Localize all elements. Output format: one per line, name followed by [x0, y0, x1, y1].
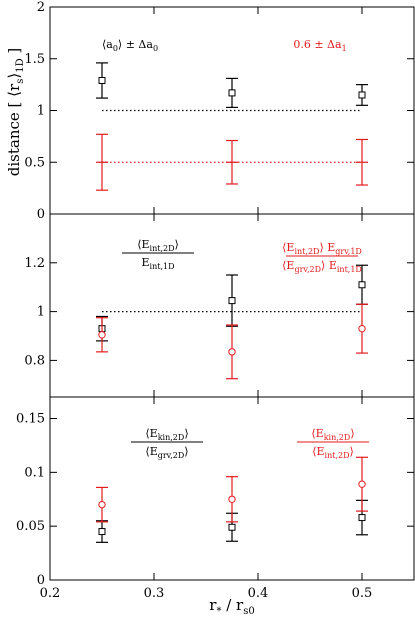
bottom-ytick-label: 0.05: [16, 519, 45, 534]
middle-annotation-black-denominator: Eint,1D: [141, 256, 174, 271]
top-point-square: [228, 89, 236, 97]
top-ytick-label: 1.5: [24, 52, 45, 67]
middle-point-circle: [228, 348, 236, 356]
middle-annotation-black-numerator: ⟨Eint,2D⟩: [137, 238, 179, 253]
top-ytick-label: 2: [37, 0, 45, 15]
y-axis-label: distance [ ⟨rs⟩1D ]: [5, 48, 26, 176]
bottom-ytick-label: 0: [37, 573, 45, 588]
top-ytick-label: 0: [37, 207, 45, 222]
bottom-annotation-red-numerator: ⟨Ekin,2D⟩: [311, 427, 354, 442]
top-point-square: [98, 76, 106, 84]
bottom-annotation-red-denominator: ⟨Eint,2D⟩: [312, 445, 354, 460]
top-point-square: [358, 91, 366, 99]
xtick-label: 0.2: [40, 586, 61, 601]
bottom-annotation-black-denominator: ⟨Egrv,2D⟩: [145, 445, 188, 460]
xtick-label: 0.5: [352, 586, 373, 601]
top-annotation-black: ⟨a0⟩ ± Δa0: [102, 38, 158, 53]
bottom-point-square: [228, 523, 236, 531]
bottom-annotation-black-numerator: ⟨Ekin,2D⟩: [145, 427, 188, 442]
bottom-point-circle: [358, 480, 366, 488]
plot-layer: 0 0.5 1 1.5 2 ⟨a0⟩ ± Δa0 0.6 ± Δa1 0.8 1 1.2 ⟨Eint…: [5, 0, 415, 617]
middle-ytick-label: 1: [37, 305, 45, 320]
top-annotation-red: 0.6 ± Δa1: [293, 38, 346, 53]
middle-point-square: [358, 281, 366, 289]
xtick-label: 0.4: [248, 586, 269, 601]
bottom-point-circle: [98, 500, 106, 509]
middle-point-square: [228, 297, 236, 305]
middle-point-circle: [98, 331, 106, 339]
xtick-label: 0.3: [144, 586, 165, 601]
middle-point-circle: [358, 324, 366, 333]
bottom-point-circle: [228, 495, 236, 503]
middle-annotation-red-numerator: ⟨Eint,2D⟩ Egrv,1D: [282, 241, 362, 256]
middle-annotation-red-denominator: ⟨Egrv,2D⟩ Eint,1D: [282, 259, 362, 274]
bottom-point-square: [358, 514, 366, 522]
middle-ytick-label: 1.2: [24, 256, 45, 271]
bottom-ytick-label: 0.15: [16, 412, 45, 427]
bottom-ytick-label: 0.1: [24, 465, 45, 480]
top-ytick-label: 1: [37, 104, 45, 119]
bottom-point-square: [98, 528, 106, 536]
x-axis-label: r* / rs0: [209, 596, 254, 617]
bottom-panel-frame: [49, 396, 415, 581]
middle-ytick-label: 0.8: [24, 353, 45, 368]
top-ytick-label: 0.5: [24, 155, 45, 170]
